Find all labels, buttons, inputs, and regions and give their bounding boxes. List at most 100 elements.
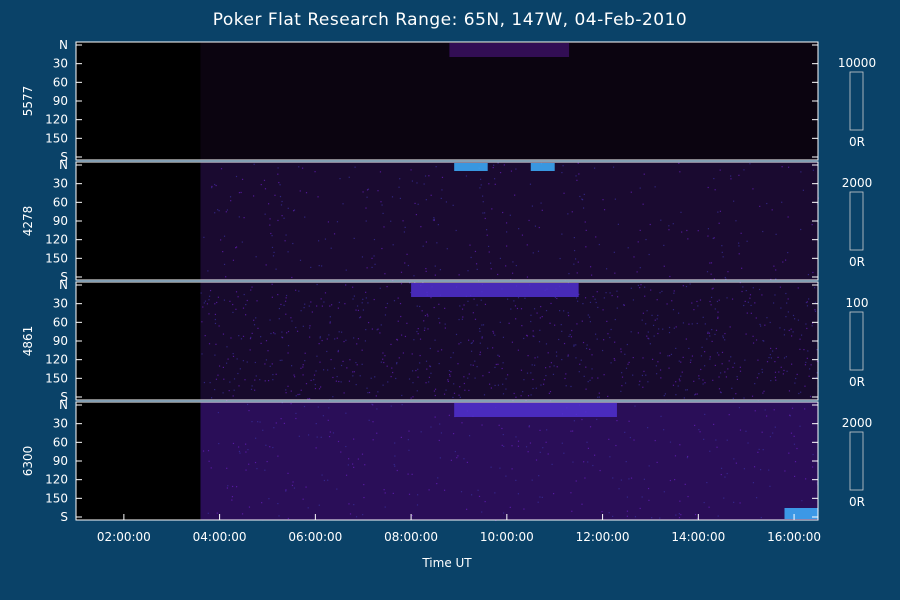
- noise-pixel: [626, 343, 628, 346]
- noise-pixel: [474, 377, 476, 379]
- noise-pixel: [366, 189, 369, 191]
- noise-pixel: [390, 405, 392, 407]
- noise-pixel: [719, 210, 722, 212]
- noise-pixel: [390, 376, 392, 378]
- noise-pixel: [291, 320, 293, 322]
- noise-pixel: [429, 365, 431, 367]
- noise-pixel: [645, 238, 647, 241]
- noise-pixel: [494, 366, 496, 368]
- noise-pixel: [595, 301, 597, 304]
- noise-pixel: [583, 461, 585, 463]
- noise-pixel: [511, 445, 513, 447]
- noise-pixel: [620, 351, 622, 353]
- noise-pixel: [761, 431, 763, 433]
- noise-pixel: [799, 425, 801, 427]
- noise-pixel: [474, 250, 477, 253]
- noise-pixel: [356, 343, 358, 345]
- noise-pixel: [573, 236, 575, 239]
- noise-pixel: [237, 372, 239, 375]
- noise-pixel: [527, 395, 530, 397]
- noise-pixel: [211, 186, 213, 189]
- noise-pixel: [284, 300, 287, 302]
- noise-pixel: [691, 355, 694, 357]
- noise-pixel: [532, 387, 534, 390]
- noise-pixel: [214, 354, 216, 356]
- noise-pixel: [439, 457, 441, 459]
- noise-pixel: [200, 292, 202, 294]
- noise-pixel: [596, 338, 598, 340]
- noise-pixel: [814, 309, 816, 311]
- noise-pixel: [743, 304, 745, 307]
- noise-pixel: [780, 307, 782, 309]
- noise-pixel: [659, 369, 662, 371]
- noise-pixel: [415, 369, 417, 372]
- noise-pixel: [576, 323, 578, 325]
- noise-pixel: [574, 258, 577, 260]
- noise-pixel: [785, 316, 787, 318]
- noise-pixel: [230, 200, 232, 202]
- noise-pixel: [434, 394, 436, 397]
- noise-pixel: [675, 394, 677, 396]
- noise-pixel: [330, 247, 332, 249]
- noise-pixel: [711, 288, 713, 290]
- y-tick-label: N: [59, 38, 68, 52]
- noise-pixel: [488, 371, 490, 373]
- noise-pixel: [567, 355, 569, 357]
- noise-pixel: [269, 446, 271, 448]
- noise-pixel: [685, 285, 688, 288]
- noise-pixel: [490, 387, 492, 389]
- noise-pixel: [493, 178, 496, 180]
- noise-pixel: [309, 336, 311, 338]
- noise-pixel: [791, 407, 794, 409]
- noise-pixel: [749, 294, 752, 296]
- noise-pixel: [708, 506, 710, 508]
- noise-pixel: [469, 244, 471, 246]
- noise-pixel: [403, 231, 405, 233]
- noise-pixel: [541, 209, 543, 211]
- noise-pixel: [575, 297, 578, 299]
- noise-pixel: [238, 450, 241, 453]
- noise-pixel: [615, 444, 617, 447]
- noise-pixel: [222, 333, 225, 335]
- noise-pixel: [430, 297, 432, 299]
- noise-pixel: [642, 312, 644, 314]
- noise-pixel: [582, 303, 584, 305]
- noise-pixel: [614, 198, 616, 200]
- noise-pixel: [573, 263, 575, 265]
- noise-pixel: [769, 354, 771, 356]
- noise-pixel: [326, 350, 328, 353]
- noise-pixel: [719, 372, 722, 374]
- noise-pixel: [399, 302, 402, 305]
- noise-pixel: [704, 323, 706, 325]
- noise-pixel: [445, 389, 447, 391]
- noise-pixel: [285, 234, 287, 236]
- noise-pixel: [530, 314, 532, 316]
- noise-pixel: [743, 169, 745, 171]
- noise-pixel: [353, 438, 355, 440]
- noise-pixel: [253, 163, 255, 165]
- noise-pixel: [741, 267, 743, 269]
- noise-pixel: [668, 331, 671, 334]
- y-tick-label: 120: [45, 233, 68, 247]
- noise-pixel: [382, 358, 384, 360]
- noise-pixel: [594, 454, 596, 456]
- noise-pixel: [530, 394, 532, 396]
- noise-pixel: [668, 225, 670, 227]
- noise-pixel: [307, 507, 309, 509]
- noise-pixel: [793, 475, 796, 477]
- noise-pixel: [759, 325, 762, 327]
- noise-pixel: [768, 356, 770, 359]
- noise-pixel: [419, 305, 421, 308]
- noise-pixel: [801, 500, 803, 502]
- noise-pixel: [520, 369, 523, 371]
- noise-pixel: [579, 195, 581, 198]
- noise-pixel: [527, 451, 529, 453]
- noise-pixel: [523, 337, 525, 340]
- noise-pixel: [573, 345, 575, 347]
- noise-pixel: [349, 359, 351, 361]
- noise-pixel: [700, 355, 703, 357]
- noise-pixel: [686, 389, 688, 391]
- noise-pixel: [650, 289, 652, 291]
- noise-pixel: [754, 383, 756, 385]
- noise-pixel: [439, 423, 441, 425]
